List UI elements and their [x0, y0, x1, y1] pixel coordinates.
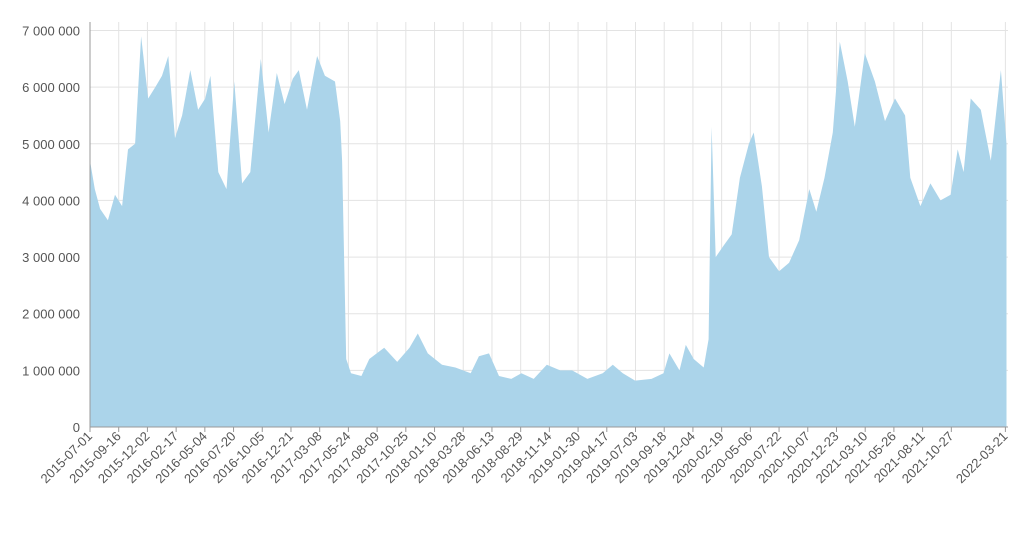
- y-tick-label: 6 000 000: [22, 80, 80, 95]
- y-tick-label: 3 000 000: [22, 250, 80, 265]
- y-tick-label: 1 000 000: [22, 363, 80, 378]
- y-tick-label: 0: [73, 420, 80, 435]
- area: [90, 36, 1007, 427]
- y-tick-label: 5 000 000: [22, 137, 80, 152]
- y-tick-label: 7 000 000: [22, 23, 80, 38]
- x-tick-label: 2022-03-21: [953, 429, 1011, 487]
- y-tick-label: 2 000 000: [22, 307, 80, 322]
- y-tick-label: 4 000 000: [22, 193, 80, 208]
